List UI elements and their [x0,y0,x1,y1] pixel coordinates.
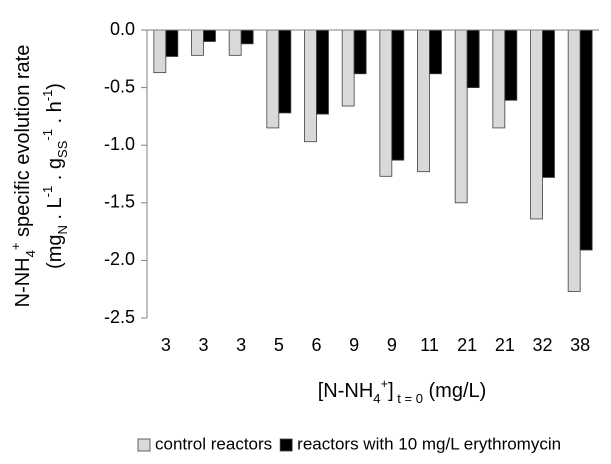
bar [278,29,292,114]
bar [579,29,593,251]
label-part: -1 [40,129,55,141]
x-axis-label: [N-NH4+] t = 0 (mg/L) [318,376,487,406]
label-part: . L [44,197,66,225]
label-part: + [8,243,23,251]
bar [379,29,393,177]
x-tick-label: 9 [349,335,359,355]
label-part: . h [44,101,66,129]
label-part: specific evolution rate [12,45,34,243]
bar [341,29,355,107]
label-part: ) [44,83,66,90]
bar [316,29,329,115]
y-tick-label: -0.5 [104,76,135,96]
x-tick-label: 11 [420,335,439,355]
bar [191,29,204,56]
bar [429,29,442,75]
y-tick-label: -1.5 [104,192,135,212]
bar [391,29,405,161]
y-tick-label: 0.0 [110,19,135,39]
label-part: N [55,225,70,234]
bar [542,29,555,178]
x-tick-label: 21 [495,335,515,355]
bar [153,29,167,74]
x-tick-label: 5 [274,335,284,355]
label-part: (mg [44,235,66,269]
label-part: (mg/L) [423,380,486,402]
label-part: t = 0 [394,391,423,406]
legend-swatch [137,438,151,452]
label-part: 4 [23,250,38,257]
label-part: . g [44,158,66,186]
x-tick-label: 3 [161,335,171,355]
x-tick-label: 6 [311,335,321,355]
label-part: ] [388,380,394,402]
legend-label: control reactors [155,434,272,453]
bar [240,29,254,45]
bar [304,29,317,143]
y-tick-label: -2.0 [104,249,135,269]
label-part: SS [55,140,70,158]
bar [228,29,242,56]
bar [492,29,506,129]
label-part: -1 [40,186,55,198]
legend-swatch [279,438,293,452]
x-tick-label: 32 [532,335,552,355]
bar [504,29,518,101]
x-tick-label: 3 [198,335,208,355]
label-part: -1 [40,90,55,102]
bar [530,29,543,220]
x-tick-label: 3 [236,335,246,355]
y-axis-label: N-NH4+ specific evolution rate [8,45,38,308]
y-tick-label: -2.5 [104,307,135,327]
label-part: N-NH [12,257,34,307]
bar [417,29,430,173]
bar [567,29,581,292]
bar [266,29,280,129]
bar [353,29,367,75]
bar [454,29,468,204]
label-part: + [381,376,389,391]
legend-label: reactors with 10 mg/L erythromycin [297,434,561,453]
bar [203,29,216,42]
x-tick-label: 9 [387,335,397,355]
x-tick-label: 38 [570,335,590,355]
bar [165,29,179,57]
y-axis-label: (mgN . L-1 . gSS-1 . h-1) [40,83,70,269]
y-tick-label: -1.0 [104,134,135,154]
bar [466,29,480,88]
x-tick-label: 21 [457,335,477,355]
label-part: 4 [373,391,380,406]
label-part: [N-NH [318,380,374,402]
